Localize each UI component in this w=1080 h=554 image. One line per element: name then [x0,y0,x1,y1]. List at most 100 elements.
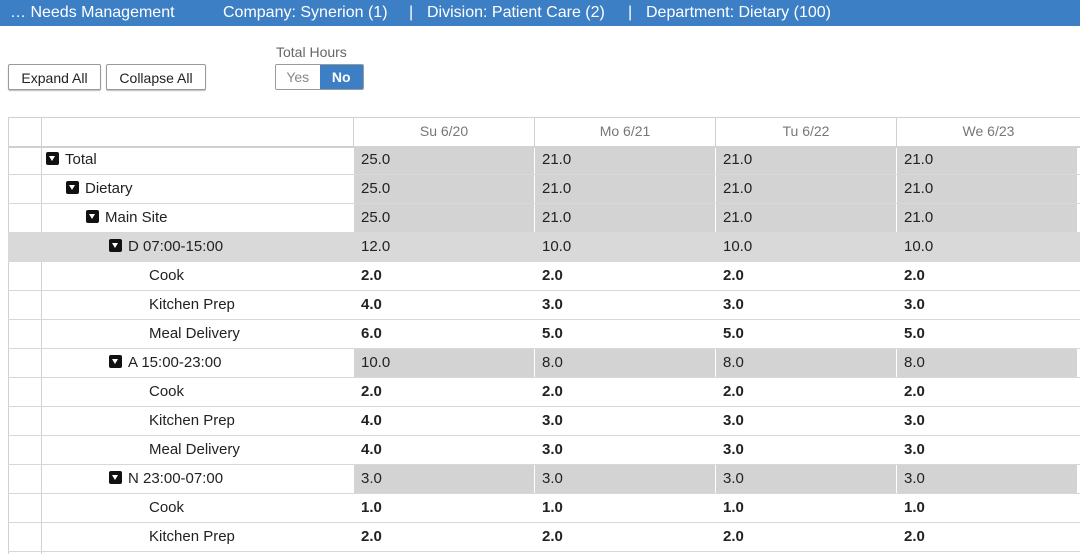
shift-row[interactable]: N 23:00-07:00 3.0 3.0 3.0 3.0 [8,465,1080,494]
company-breadcrumb[interactable]: Company: Synerion (1) [223,4,388,21]
hours-cell[interactable]: 1.0 [542,499,563,516]
caret-down-icon[interactable] [109,355,122,368]
total-hours-yes-option[interactable]: Yes [276,65,320,89]
hours-cell[interactable]: 5.0 [904,325,925,342]
subtotal-cell: 21.0 [535,204,715,232]
hours-cell[interactable]: 4.0 [361,296,382,313]
hours-cell[interactable]: 5.0 [723,325,744,342]
subtotal-cell: 21.0 [897,204,1077,232]
hours-cell[interactable]: 3.0 [542,296,563,313]
subtotal-cell: 3.0 [897,465,1077,493]
hours-cell[interactable]: 3.0 [542,412,563,429]
group-row[interactable]: Dietary 25.0 21.0 21.0 21.0 [8,175,1080,204]
row-label-text: Main Site [105,209,168,226]
row-label: Meal Delivery [149,320,240,348]
hours-cell[interactable]: 2.0 [361,383,382,400]
position-row[interactable]: Meal Delivery 4.0 3.0 3.0 3.0 [8,436,1080,465]
caret-down-icon[interactable] [109,471,122,484]
caret-down-icon[interactable] [66,181,79,194]
hours-cell[interactable]: 1.0 [361,499,382,516]
hours-cell[interactable]: 3.0 [904,441,925,458]
collapse-all-button[interactable]: Collapse All [106,64,206,90]
row-label-text: Meal Delivery [149,325,240,342]
hours-cell[interactable]: 2.0 [723,528,744,545]
hours-cell[interactable]: 1.0 [904,499,925,516]
row-label: Kitchen Prep [149,407,235,435]
caret-down-icon[interactable] [46,152,59,165]
hours-cell[interactable]: 2.0 [904,267,925,284]
row-label-text: Total [65,151,97,168]
subtotal-cell: 12.0 [361,238,391,255]
column-header[interactable]: Mo 6/21 [535,118,716,146]
top-bar: … Needs Management Company: Synerion (1)… [0,0,1080,26]
hours-cell[interactable]: 2.0 [542,528,563,545]
row-label-text: A 15:00-23:00 [128,354,222,371]
position-row[interactable]: Cook 2.0 2.0 2.0 2.0 [8,262,1080,291]
row-label: Cook [149,378,184,406]
row-label: Meal Delivery [149,436,240,464]
position-row[interactable]: Kitchen Prep 2.0 2.0 2.0 2.0 [8,523,1080,552]
subtotal-cell: 25.0 [354,204,534,232]
total-hours-toggle[interactable]: Yes No [275,64,364,90]
column-header[interactable]: We 6/23 [962,123,1015,139]
hours-cell[interactable]: 5.0 [542,325,563,342]
caret-down-icon[interactable] [86,210,99,223]
hours-cell[interactable]: 3.0 [723,441,744,458]
position-row[interactable]: Kitchen Prep 4.0 3.0 3.0 3.0 [8,407,1080,436]
hours-cell[interactable]: 4.0 [361,412,382,429]
subtotal-cell: 21.0 [716,204,896,232]
row-label: Dietary [66,175,133,203]
hours-cell[interactable]: 2.0 [723,383,744,400]
position-row[interactable]: Cook 1.0 1.0 1.0 1.0 [8,494,1080,523]
hours-cell[interactable]: 2.0 [542,267,563,284]
row-label-text: Cook [149,383,185,400]
row-label-text: Dietary [85,180,133,197]
hours-cell[interactable]: 3.0 [723,412,744,429]
row-label-text: Cook [149,499,185,516]
column-header[interactable]: Su 6/20 [354,118,535,146]
shift-row[interactable]: D 07:00-15:00 12.0 10.0 10.0 10.0 [8,233,1080,262]
total-hours-no-option[interactable]: No [319,65,363,89]
row-label-text: Cook [149,267,185,284]
caret-down-icon[interactable] [109,239,122,252]
department-breadcrumb[interactable]: Department: Dietary (100) [646,4,831,21]
group-row[interactable]: Total 25.0 21.0 21.0 21.0 [8,146,1080,175]
row-label: Main Site [86,204,168,232]
breadcrumb-separator: | [628,4,633,21]
hours-cell[interactable]: 3.0 [904,296,925,313]
hours-cell[interactable]: 3.0 [723,296,744,313]
column-header[interactable]: Tu 6/22 [716,118,897,146]
subtotal-cell: 25.0 [354,175,534,203]
position-row[interactable]: Cook 2.0 2.0 2.0 2.0 [8,378,1080,407]
total-hours-label: Total Hours [276,44,347,60]
hours-cell[interactable]: 1.0 [723,499,744,516]
row-label-text: N 23:00-07:00 [128,470,224,487]
subtotal-cell: 21.0 [535,175,715,203]
row-label: A 15:00-23:00 [109,349,221,377]
grid-header: Su 6/20 Mo 6/21 Tu 6/22 We 6/23 [8,117,1080,148]
app-title[interactable]: … Needs Management [10,4,175,21]
subtotal-cell: 8.0 [535,349,715,377]
grid-border [8,117,9,554]
hours-cell[interactable]: 4.0 [361,441,382,458]
hours-cell[interactable]: 3.0 [904,412,925,429]
hours-cell[interactable]: 3.0 [542,441,563,458]
position-row[interactable]: Kitchen Prep 4.0 3.0 3.0 3.0 [8,291,1080,320]
subtotal-cell: 8.0 [716,349,896,377]
subtotal-cell: 21.0 [716,175,896,203]
hours-cell[interactable]: 2.0 [904,383,925,400]
position-row[interactable]: Meal Delivery 6.0 5.0 5.0 5.0 [8,320,1080,349]
hours-cell[interactable]: 2.0 [904,528,925,545]
hours-cell[interactable]: 2.0 [361,267,382,284]
hours-cell[interactable]: 2.0 [361,528,382,545]
group-row[interactable]: Main Site 25.0 21.0 21.0 21.0 [8,204,1080,233]
shift-row[interactable]: A 15:00-23:00 10.0 8.0 8.0 8.0 [8,349,1080,378]
expand-all-button[interactable]: Expand All [8,64,101,90]
hours-cell[interactable]: 6.0 [361,325,382,342]
division-breadcrumb[interactable]: Division: Patient Care (2) [427,4,605,21]
hours-cell[interactable]: 2.0 [542,383,563,400]
row-label-text: Meal Delivery [149,441,240,458]
subtotal-cell: 25.0 [354,146,534,174]
hours-cell[interactable]: 2.0 [723,267,744,284]
header-label-column [42,118,354,146]
